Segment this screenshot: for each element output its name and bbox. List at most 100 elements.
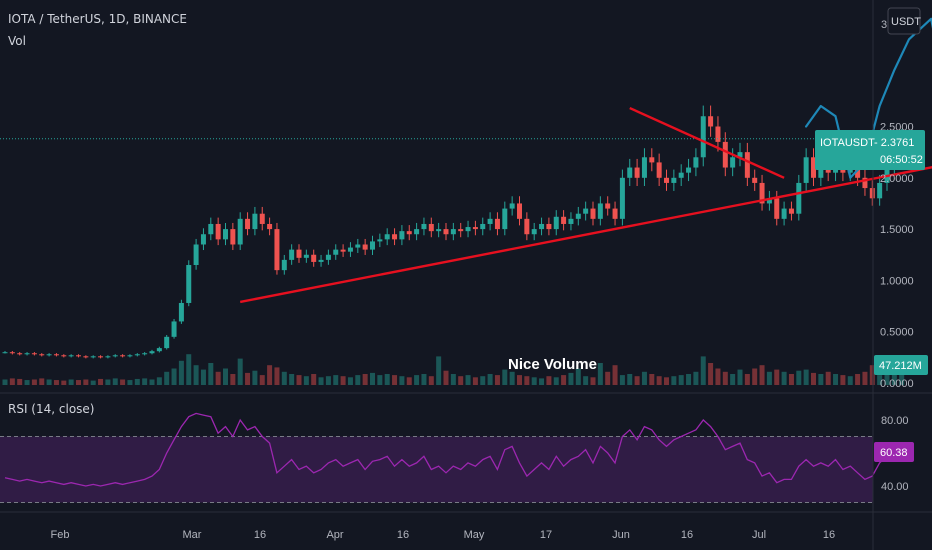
candle-body xyxy=(421,223,427,230)
volume-bar xyxy=(539,378,545,385)
volume-bar xyxy=(796,370,802,385)
candle-body xyxy=(605,203,611,209)
volume-bar xyxy=(171,368,177,385)
volume-bar xyxy=(869,365,875,385)
volume-bar xyxy=(370,372,375,385)
candle-body xyxy=(230,229,236,245)
volume-bar xyxy=(531,377,537,385)
candle-body xyxy=(641,157,647,178)
volume-indicator-label[interactable]: Vol xyxy=(8,34,26,48)
candle-body xyxy=(583,208,589,214)
volume-bar xyxy=(392,375,398,385)
volume-bar xyxy=(237,358,243,385)
volume-bar xyxy=(891,367,897,385)
rsi-band xyxy=(0,436,873,503)
volume-bar xyxy=(112,378,118,385)
rsi-tick-label: 40.00 xyxy=(881,481,909,493)
volume-bar xyxy=(818,374,824,385)
symbol-title[interactable]: IOTA / TetherUS, 1D, BINANCE xyxy=(8,12,187,26)
volume-bar xyxy=(465,375,471,385)
volume-annotation: Nice Volume xyxy=(508,356,597,373)
volume-bar xyxy=(178,360,184,385)
volume-bar xyxy=(693,371,699,385)
price-badge-countdown: 06:50:52 xyxy=(880,154,923,166)
volume-bar xyxy=(223,368,228,385)
candle-body xyxy=(700,116,706,158)
candle-body xyxy=(759,182,765,204)
volume-bar xyxy=(156,377,162,385)
rsi-tick-label: 80.00 xyxy=(881,415,909,427)
volume-bar xyxy=(289,374,295,385)
volume-bar xyxy=(708,363,714,385)
candle-body xyxy=(722,141,728,168)
volume-bar xyxy=(259,375,265,385)
volume-bar xyxy=(105,379,111,385)
candle-body xyxy=(414,229,420,235)
candle-body xyxy=(355,244,361,248)
volume-bar xyxy=(127,380,133,385)
time-tick-label: Mar xyxy=(183,529,202,541)
volume-bar xyxy=(9,378,15,385)
volume-bar xyxy=(730,374,736,385)
support-trendline xyxy=(239,166,932,304)
candle-body xyxy=(465,227,471,232)
candle-body xyxy=(472,227,478,230)
volume-bar xyxy=(134,378,140,385)
volume-bar xyxy=(193,365,199,385)
volume-bar xyxy=(583,376,589,385)
time-tick-label: Jul xyxy=(752,529,766,541)
candles-layer xyxy=(2,105,905,359)
candle-body xyxy=(737,152,743,158)
price-badge-ticker: IOTAUSDT xyxy=(820,137,875,149)
candle-body xyxy=(311,254,317,262)
price-tick-label: 1.0000 xyxy=(880,275,914,287)
rsi-indicator-label[interactable]: RSI (14, close) xyxy=(8,402,95,416)
volume-bar xyxy=(700,356,706,385)
volume-bar xyxy=(252,370,258,385)
volume-bar xyxy=(303,376,309,385)
candle-body xyxy=(333,249,339,255)
time-tick-label: 16 xyxy=(681,529,693,541)
drawings-layer: Nice Volume xyxy=(0,17,932,373)
candle-body xyxy=(164,336,170,349)
time-tick-label: 16 xyxy=(254,529,266,541)
time-tick-label: Feb xyxy=(51,529,70,541)
time-tick-label: Jun xyxy=(612,529,630,541)
badges-layer: IOTAUSDT - 2.3761 06:50:52 47.212M 60.38 xyxy=(815,130,928,462)
candle-body xyxy=(715,126,721,142)
candle-body xyxy=(377,239,383,242)
candle-body xyxy=(803,157,809,183)
candle-body xyxy=(303,254,309,258)
candle-body xyxy=(553,216,559,230)
candle-body xyxy=(149,351,155,354)
candle-body xyxy=(200,234,206,245)
volume-bar xyxy=(186,354,192,385)
candle-body xyxy=(502,208,508,230)
volume-bar xyxy=(634,376,640,385)
candle-body xyxy=(708,116,714,127)
volume-bar xyxy=(311,374,317,385)
volume-bar xyxy=(355,375,361,385)
candle-body xyxy=(487,218,493,224)
volume-bar xyxy=(568,372,574,385)
candle-body xyxy=(142,353,148,355)
candle-body xyxy=(406,231,412,235)
candle-body xyxy=(428,223,434,232)
volume-bar xyxy=(664,377,669,385)
candle-body xyxy=(370,241,375,250)
candle-body xyxy=(458,229,464,232)
volume-bar xyxy=(120,379,126,385)
candle-body xyxy=(575,213,581,219)
candle-body xyxy=(2,352,8,354)
volume-bar xyxy=(612,365,618,385)
candle-body xyxy=(98,356,104,358)
rsi-badge xyxy=(874,442,914,462)
candle-body xyxy=(443,229,449,235)
candle-body xyxy=(686,167,692,173)
candle-body xyxy=(597,203,603,219)
candle-body xyxy=(671,177,677,183)
candle-body xyxy=(869,188,875,199)
candle-body xyxy=(774,198,780,219)
